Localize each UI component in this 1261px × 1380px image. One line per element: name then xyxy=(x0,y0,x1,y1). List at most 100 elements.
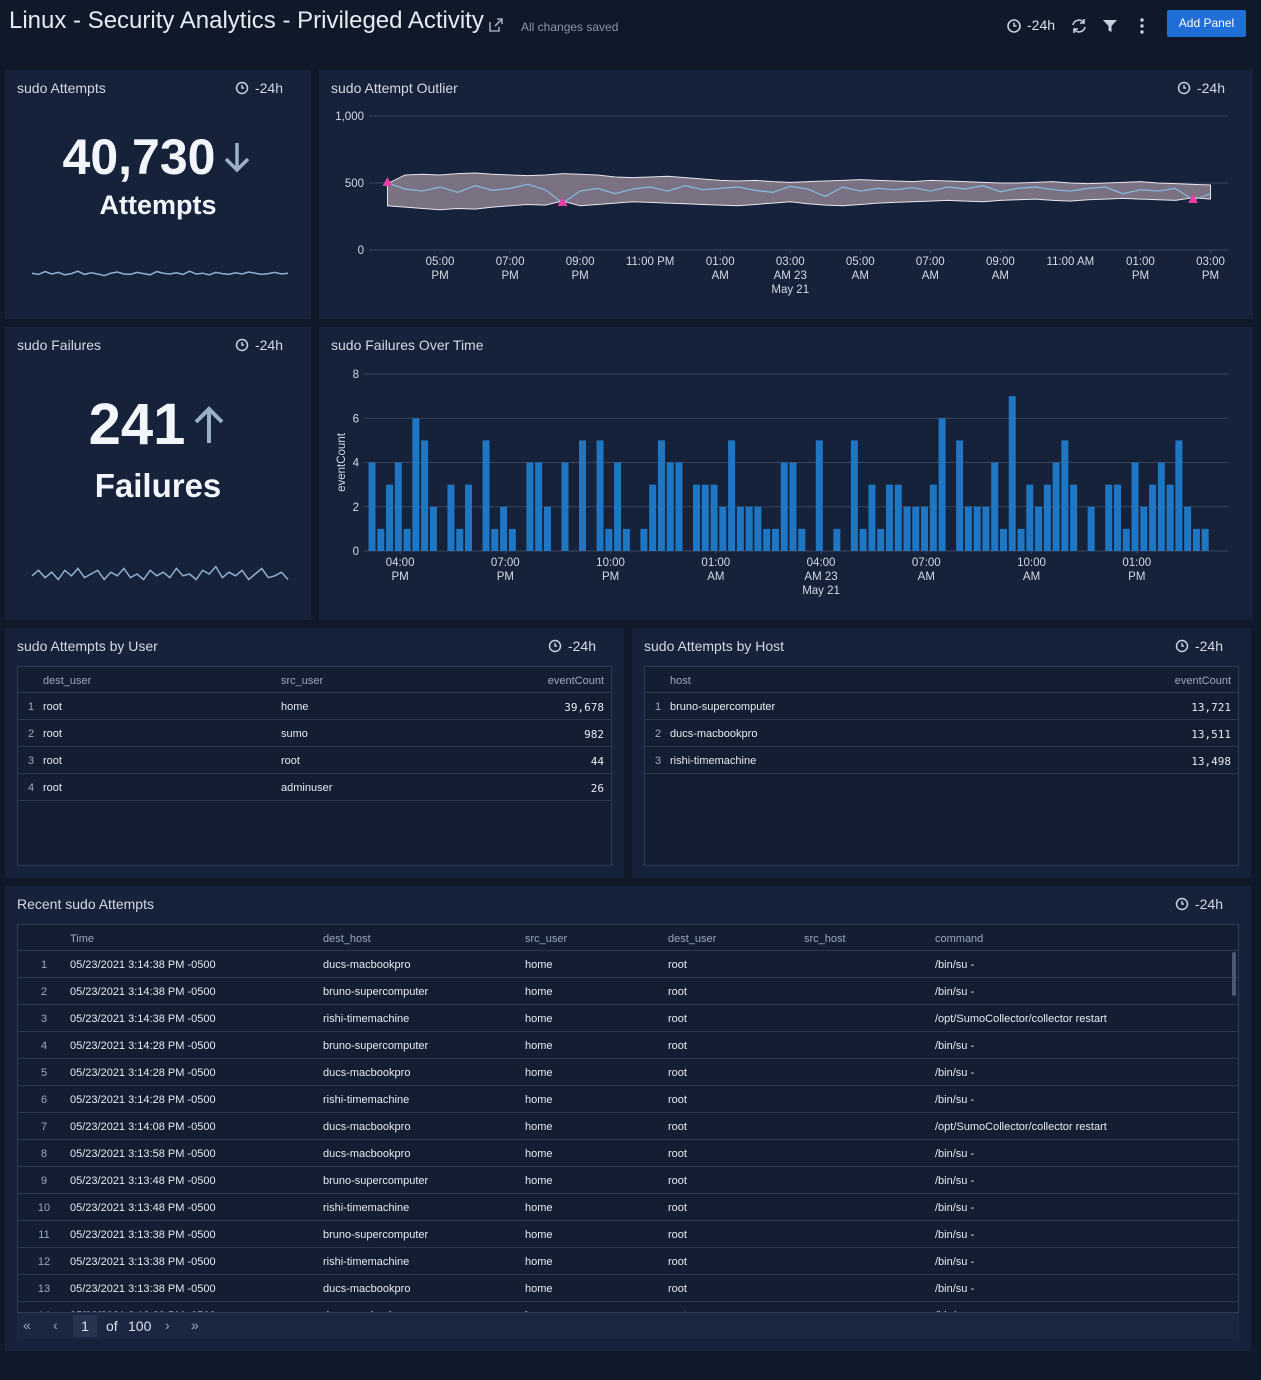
bar xyxy=(929,484,937,551)
column-header: dest_host xyxy=(323,933,371,945)
bar xyxy=(412,418,420,551)
table-cell: 13,498 xyxy=(1191,755,1231,768)
table-header: dest_user src_user eventCount xyxy=(18,667,611,693)
bar xyxy=(1105,484,1113,551)
save-status: All changes saved xyxy=(521,20,619,34)
table-cell: ducs-macbookpro xyxy=(323,1283,411,1295)
x-tick-label: PM xyxy=(1132,270,1149,282)
table-cell: 26 xyxy=(590,782,604,795)
scrollbar[interactable] xyxy=(1232,952,1236,996)
bar xyxy=(394,462,402,551)
row-number: 10 xyxy=(37,1202,51,1214)
bar xyxy=(403,528,411,551)
table-cell: root xyxy=(668,1310,687,1312)
table-cell: root xyxy=(668,1121,687,1133)
table-cell: rishi-timemachine xyxy=(323,1013,410,1025)
table-cell: 05/23/2021 3:13:58 PM -0500 xyxy=(70,1148,216,1160)
table-cell: root xyxy=(668,1040,687,1052)
bar xyxy=(1157,462,1165,551)
bar xyxy=(754,506,762,551)
bar xyxy=(982,506,990,551)
bar xyxy=(1192,528,1200,551)
time-range: -24h xyxy=(254,80,283,96)
table-cell: root xyxy=(668,1148,687,1160)
table-cell: root xyxy=(43,701,62,713)
y-tick-label: 4 xyxy=(353,458,360,470)
x-tick-label: May 21 xyxy=(771,284,809,296)
bar xyxy=(614,462,622,551)
more-icon[interactable] xyxy=(1138,17,1146,35)
table-cell: root xyxy=(668,1256,687,1268)
bar xyxy=(561,462,569,551)
x-tick-label: PM xyxy=(602,571,619,583)
bar xyxy=(991,462,999,551)
clock-icon[interactable] xyxy=(1006,18,1022,34)
table-cell: home xyxy=(525,1148,553,1160)
table-row: 13 05/23/2021 3:13:38 PM -0500 ducs-macboo… xyxy=(18,1275,1238,1302)
time-range[interactable]: -24h xyxy=(1027,17,1056,33)
table-cell: ducs-macbookpro xyxy=(323,959,411,971)
sparkline-chart xyxy=(31,270,289,277)
table-row: 5 05/23/2021 3:14:28 PM -0500 ducs-macbook… xyxy=(18,1059,1238,1086)
row-number: 2 xyxy=(40,986,48,998)
bar xyxy=(368,462,376,551)
table-cell: home xyxy=(525,1040,553,1052)
first-page[interactable]: « xyxy=(23,1317,31,1333)
bar xyxy=(1043,484,1051,551)
table-cell: /bin/su - xyxy=(935,1067,975,1079)
bar xyxy=(921,506,929,551)
share-icon[interactable] xyxy=(487,17,504,34)
last-page[interactable]: » xyxy=(191,1317,199,1333)
table-cell: bruno-supercomputer xyxy=(323,1229,429,1241)
y-tick-label: 0 xyxy=(353,546,359,558)
bar xyxy=(1008,396,1016,551)
trend-down-icon xyxy=(225,143,250,173)
filter-icon[interactable] xyxy=(1102,18,1118,34)
bar xyxy=(850,440,858,551)
x-tick-label: 07:00 xyxy=(912,557,941,569)
table-row: 6 05/23/2021 3:14:28 PM -0500 rishi-timema… xyxy=(18,1086,1238,1113)
column-header: dest_user xyxy=(668,933,717,945)
table-cell: home xyxy=(525,1094,553,1106)
bar xyxy=(763,528,771,551)
add-panel-button[interactable]: Add Panel xyxy=(1167,10,1246,37)
next-page[interactable]: › xyxy=(165,1317,170,1333)
x-tick-label: 09:00 xyxy=(986,256,1015,268)
row-number: 5 xyxy=(40,1067,48,1079)
x-tick-label: PM xyxy=(571,270,588,282)
table-row: 14 05/23/2021 3:13:28 PM -0500 ducs-macboo… xyxy=(18,1302,1238,1312)
bar xyxy=(728,440,736,551)
row-number: 3 xyxy=(654,755,662,767)
bar xyxy=(999,528,1007,551)
prev-page[interactable]: ‹ xyxy=(53,1317,58,1333)
x-tick-label: AM xyxy=(852,270,869,282)
bar xyxy=(640,528,648,551)
x-tick-label: 03:00 xyxy=(776,256,805,268)
column-header: dest_user xyxy=(43,675,92,687)
x-tick-label: 10:00 xyxy=(1017,557,1046,569)
bar xyxy=(903,506,911,551)
column-header: src_user xyxy=(281,675,324,687)
panel-time: -24h xyxy=(1177,80,1225,96)
time-range: -24h xyxy=(1194,896,1223,912)
table-cell: 13,721 xyxy=(1191,701,1231,714)
table-cell: root xyxy=(668,1202,687,1214)
bar xyxy=(579,440,587,551)
page-total: 100 xyxy=(128,1318,152,1334)
bar xyxy=(956,440,964,551)
refresh-icon[interactable] xyxy=(1070,17,1088,35)
bar xyxy=(973,506,981,551)
row-number: 13 xyxy=(37,1283,51,1295)
column-header: src_host xyxy=(804,933,846,945)
x-tick-label: PM xyxy=(497,571,514,583)
table-cell: 05/23/2021 3:13:38 PM -0500 xyxy=(70,1256,216,1268)
bar xyxy=(1052,462,1060,551)
row-number: 8 xyxy=(40,1148,48,1160)
panel-title: sudo Attempts xyxy=(17,80,106,96)
table-cell: /bin/su - xyxy=(935,1148,975,1160)
panel-title: sudo Failures Over Time xyxy=(331,337,484,353)
page-input[interactable]: 1 xyxy=(73,1315,97,1337)
bar xyxy=(745,506,753,551)
table-cell: home xyxy=(281,701,309,713)
